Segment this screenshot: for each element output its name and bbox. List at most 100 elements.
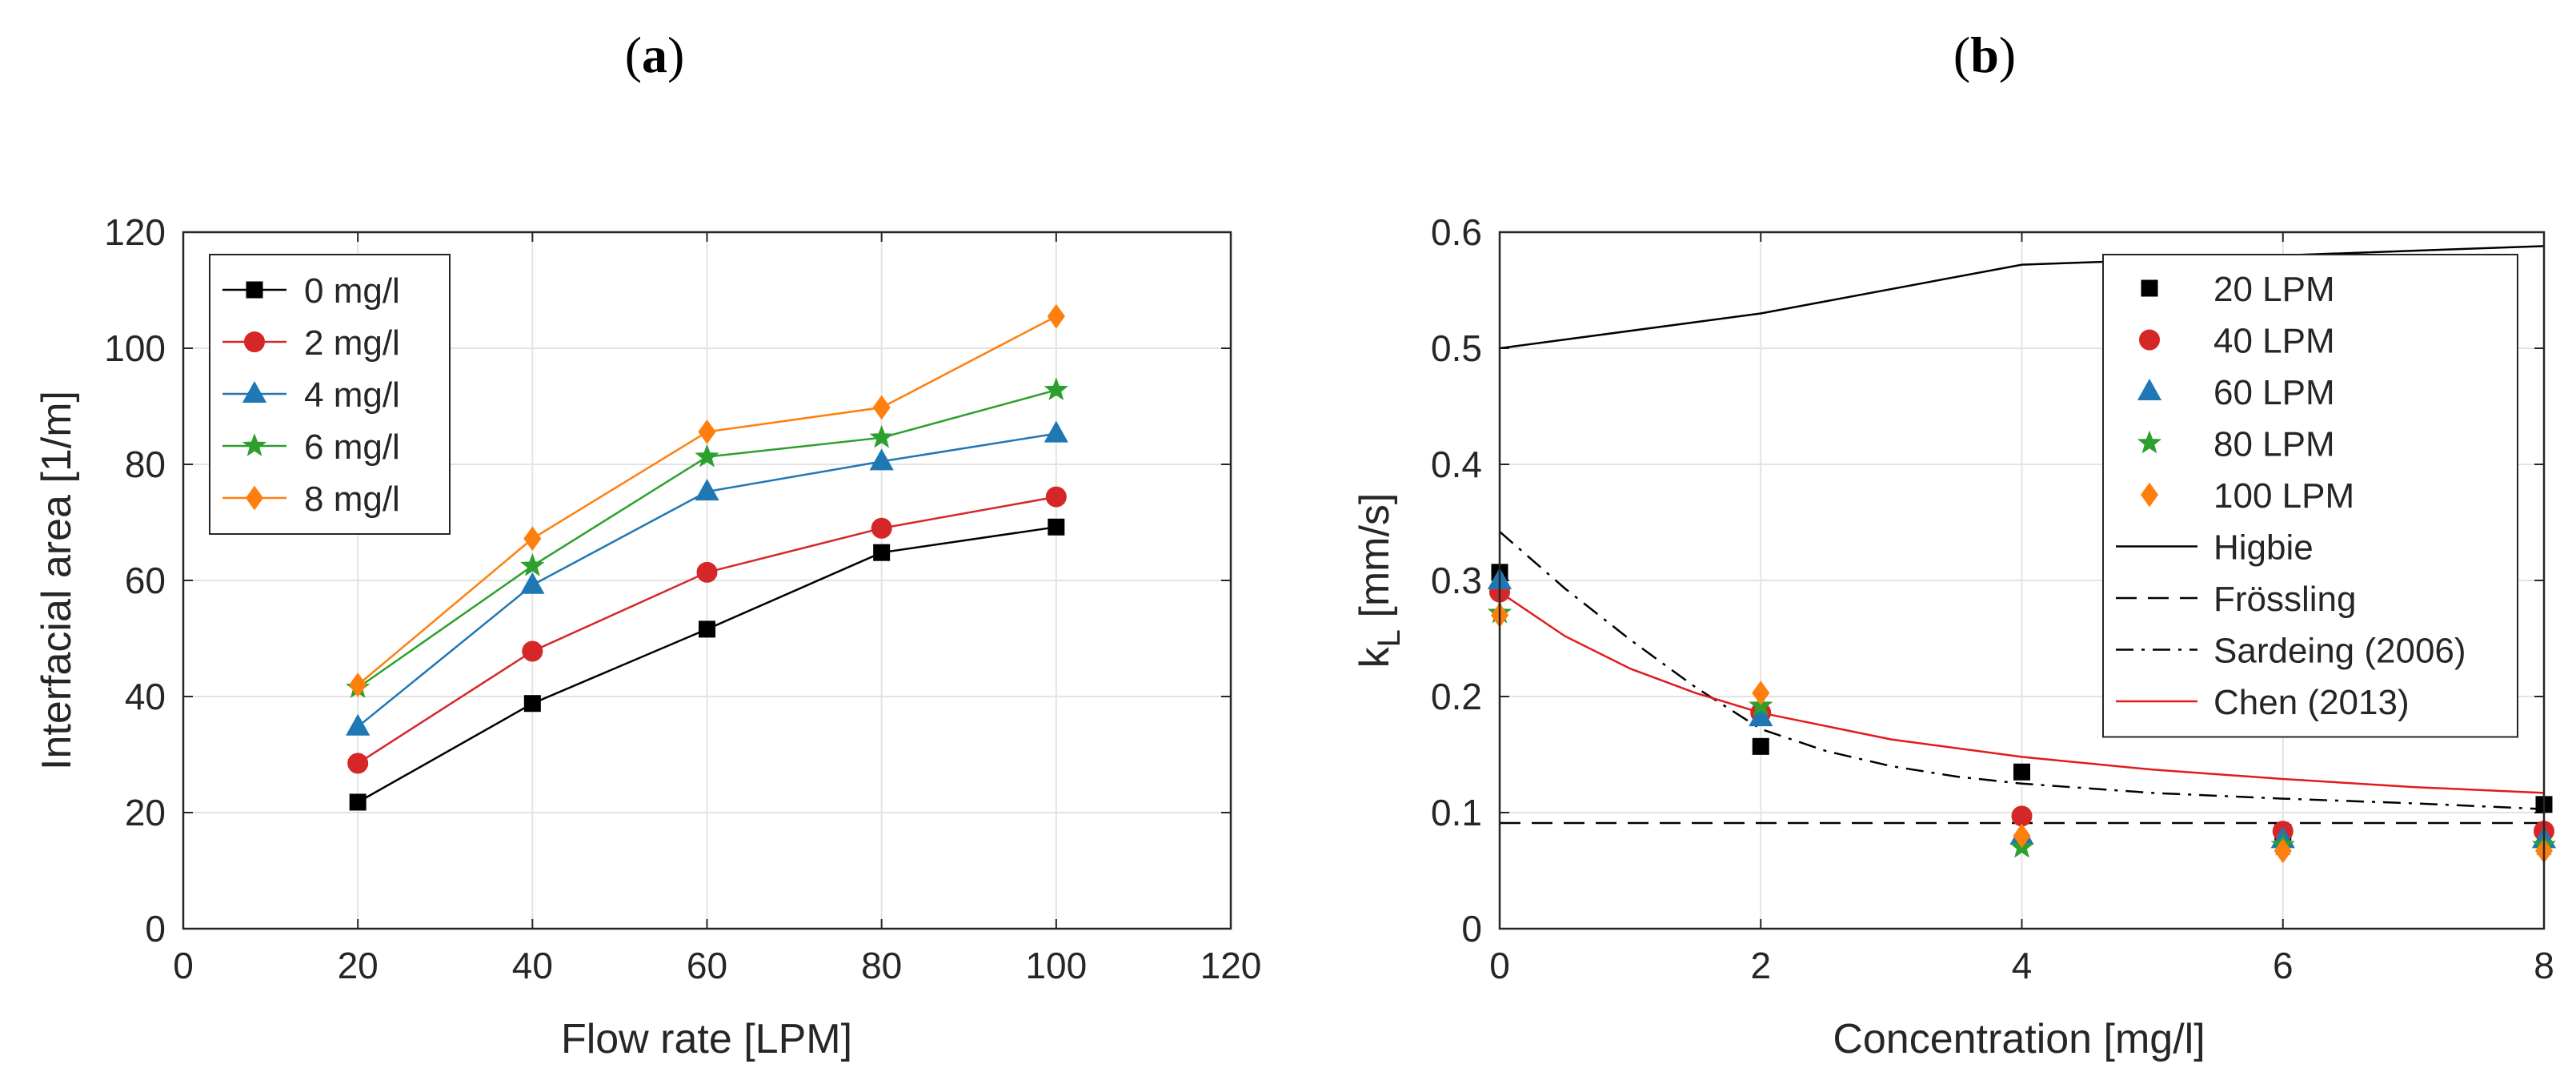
panel-b-curves: [1499, 245, 2545, 825]
panel-a-y-tick-label: 40: [125, 676, 166, 717]
panel-a-point: [1044, 420, 1068, 443]
panel-b-point: [2274, 838, 2292, 864]
panel-a-x-tick-label: 40: [512, 945, 553, 986]
panel-a-point: [873, 544, 891, 561]
panel-a-legend-marker: [244, 331, 265, 352]
panel-b-x-axis-title: Concentration [mg/l]: [1833, 1016, 2205, 1062]
panel-a-plot-area: 0 20 40 60 80 100 120 0 20 40 60 80 100 120 0 mg/l 2 mg…: [104, 211, 1261, 986]
panel-b-series: [1487, 564, 2557, 864]
panel-b-y-tick-label: 0.6: [1431, 211, 1482, 253]
panel-b-ticks: 0 2 4 6 8 0 0.1 0.2 0.3 0.4 0.5 0.6: [1431, 211, 2554, 986]
panel-a-y-tick-label: 100: [104, 327, 166, 369]
panel-b-legend-label: Sardeing (2006): [2213, 632, 2466, 671]
panel-a-y-tick-label: 0: [145, 908, 166, 950]
panel-a-y-tick-label: 120: [104, 211, 166, 253]
panel-a-y-tick-label: 80: [125, 444, 166, 485]
panel-b-legend-label: 20 LPM: [2213, 270, 2335, 309]
panel-b: (b) Concentration [mg/l] kL [mm/s] 0 2 4 6 8…: [1352, 26, 2557, 1062]
panel-b-x-tick-label: 8: [2534, 945, 2554, 986]
panel-b-curve-0: [1499, 245, 2545, 350]
panel-b-y-tick-label: 0.5: [1431, 327, 1482, 369]
panel-b-legend-box: [2102, 254, 2518, 738]
panel-a-legend-marker: [242, 380, 267, 403]
panel-b-legend-label: 100 LPM: [2213, 476, 2354, 516]
panel-a-legend-label: 4 mg/l: [304, 375, 400, 415]
panel-a-legend-label: 2 mg/l: [304, 323, 400, 363]
panel-b-legend-label: 80 LPM: [2213, 425, 2335, 464]
panel-b-point: [2013, 763, 2030, 781]
panel-a-point: [695, 444, 719, 468]
panel-b-legend: 20 LPM 40 LPM 60 LPM 80 LPM 100 LPM Higbie Frö…: [2102, 254, 2518, 738]
panel-b-legend-label: Chen (2013): [2213, 683, 2410, 722]
panel-b-legend-marker: [2141, 279, 2158, 297]
panel-a-point: [523, 526, 542, 552]
panel-a-point: [869, 424, 894, 448]
panel-b-legend-label: 60 LPM: [2213, 373, 2335, 412]
panel-a-y-tick-label: 60: [125, 560, 166, 601]
panel-b-legend-label: Frössling: [2213, 580, 2357, 619]
panel-a-point: [872, 395, 891, 420]
panel-a-point: [522, 640, 543, 662]
panel-a-y-axis-title: Interfacial area [1/m]: [34, 391, 80, 770]
panel-b-axes-frame: [1498, 231, 2546, 930]
panel-b-legend-label: 40 LPM: [2213, 322, 2335, 361]
panel-b-point: [1752, 737, 1769, 755]
panel-a-x-axis-title: Flow rate [LPM]: [561, 1016, 852, 1062]
panel-b-curve-2: [1499, 531, 2545, 810]
panel-a-legend: 0 mg/l 2 mg/l 4 mg/l 6 mg/l 8 mg/l: [209, 254, 451, 535]
panel-a-x-tick-label: 80: [861, 945, 902, 986]
panel-b-legend-label: Higbie: [2213, 528, 2314, 568]
panel-a-x-tick-label: 0: [173, 945, 194, 986]
panel-b-x-tick-label: 0: [1489, 945, 1510, 986]
panel-a-point: [523, 695, 541, 713]
panel-a-point: [695, 479, 719, 501]
panel-a-point: [1044, 377, 1068, 401]
panel-a-point: [699, 620, 715, 638]
panel-b-point: [1749, 705, 1773, 727]
panel-a-x-tick-label: 60: [687, 945, 727, 986]
panel-b-y-tick-label: 0.1: [1431, 792, 1482, 833]
panel-a-label: (a): [625, 26, 685, 83]
panel-b-curve-3: [1499, 591, 2545, 794]
panel-b-x-tick-label: 2: [1750, 945, 1771, 986]
panel-a-point: [696, 561, 718, 583]
panel-a-legend-label: 6 mg/l: [304, 428, 400, 467]
panel-b-x-tick-label: 6: [2273, 945, 2294, 986]
panel-b-legend-marker: [2137, 378, 2162, 400]
panel-a-ticks: 0 20 40 60 80 100 120 0 20 40 60 80 100 120: [104, 211, 1261, 986]
panel-b-point: [1752, 681, 1770, 706]
panel-a-legend-label: 8 mg/l: [304, 480, 400, 519]
panel-a-point: [698, 420, 716, 444]
panel-a-legend-marker: [242, 433, 267, 456]
panel-b-plot-area: 0 2 4 6 8 0 0.1 0.2 0.3 0.4 0.5 0.6 20 LPM 40 LPM 60 L…: [1431, 211, 2557, 986]
panel-a-legend-marker: [245, 485, 264, 511]
panel-a-point: [520, 572, 545, 594]
panel-b-legend-marker: [2140, 482, 2159, 508]
panel-b-legend-marker: [2139, 329, 2160, 351]
panel-a-x-tick-label: 100: [1025, 945, 1087, 986]
panel-a-legend-label: 0 mg/l: [304, 271, 400, 311]
panel-a-point: [1048, 518, 1065, 536]
panel-a-x-tick-label: 120: [1200, 945, 1262, 986]
panel-a-point: [869, 448, 894, 471]
panel-a-axes-frame: [182, 231, 1232, 930]
panel-a-y-tick-label: 20: [125, 792, 166, 833]
panel-b-y-axis-title: kL [mm/s]: [1352, 493, 1407, 668]
panel-a-series: [346, 303, 1068, 811]
panel-b-y-tick-label: 0.4: [1431, 444, 1482, 485]
panel-a-point: [520, 552, 545, 576]
panel-b-x-tick-label: 4: [2012, 945, 2033, 986]
panel-b-y-tick-label: 0.3: [1431, 560, 1482, 601]
panel-a-point: [871, 517, 892, 539]
panel-a-point: [349, 672, 367, 697]
panel-a-point: [346, 713, 371, 736]
panel-b-label: (b): [1953, 26, 2016, 83]
panel-a-point: [347, 753, 369, 774]
panel-a-legend-marker: [246, 281, 263, 299]
panel-a-point: [1045, 486, 1067, 508]
panel-b-y-tick-label: 0: [1461, 908, 1482, 950]
panel-a-point: [1047, 303, 1065, 329]
panel-a-x-tick-label: 20: [338, 945, 379, 986]
panel-b-y-tick-label: 0.2: [1431, 676, 1482, 717]
panel-a: (a) Flow rate [LPM] Interfacial area [1/…: [34, 26, 1261, 1062]
